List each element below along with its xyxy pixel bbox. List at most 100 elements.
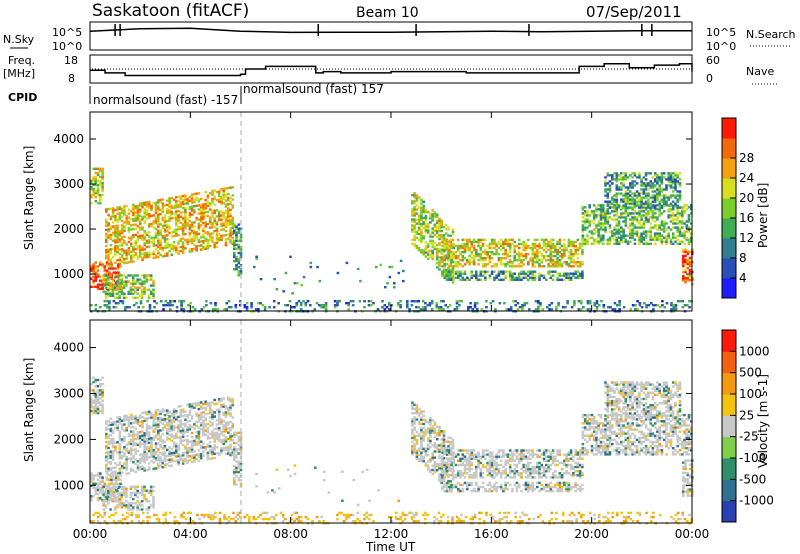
velocity-cell [138, 414, 142, 417]
power-cell [459, 259, 462, 262]
velocity-cell [197, 436, 201, 440]
velocity-cell [147, 427, 151, 430]
power-cell [111, 286, 115, 289]
power-cell [125, 251, 128, 254]
power-cell [206, 222, 210, 226]
power-cell [638, 222, 641, 225]
power-cell [455, 306, 459, 309]
power-cell [454, 276, 458, 279]
velocity-cell [111, 500, 115, 503]
power-cell [611, 234, 614, 237]
power-cell [569, 248, 573, 252]
velocity-cell [147, 462, 151, 465]
power-cell [104, 278, 108, 281]
power-cell [215, 245, 219, 248]
velocity-cell [131, 506, 135, 509]
power-cell [685, 224, 689, 227]
velocity-cell [141, 465, 144, 468]
power-cell [104, 294, 108, 297]
power-cell [150, 204, 153, 207]
power-cell [304, 304, 308, 307]
power-cell [617, 236, 621, 239]
power-cell [547, 242, 550, 246]
power-cell [206, 210, 210, 214]
power-cell [490, 250, 494, 254]
power-cell [660, 194, 664, 197]
power-cell [608, 180, 612, 183]
power-cell [104, 286, 108, 289]
velocity-cell [202, 454, 205, 457]
power-cell [147, 294, 151, 297]
velocity-cell [109, 489, 112, 493]
power-cell [626, 194, 630, 197]
velocity-cell [134, 491, 137, 495]
power-cell [190, 221, 194, 224]
power-cell [624, 178, 628, 181]
power-cell [592, 222, 596, 225]
power-cell [107, 234, 110, 237]
power-cell [263, 306, 267, 309]
power-cell [586, 300, 590, 303]
velocity-cell [114, 472, 117, 475]
velocity-cell [118, 461, 122, 464]
velocity-cell [215, 408, 219, 412]
velocity-cell [94, 482, 98, 485]
power-cell [231, 224, 235, 227]
power-cell [569, 259, 573, 262]
power-cell [122, 286, 126, 289]
power-cell [690, 206, 693, 209]
velocity-cell [193, 423, 196, 426]
power-cell [452, 265, 456, 268]
power-cell [449, 273, 452, 276]
power-cell [217, 216, 221, 220]
power-cell [172, 212, 176, 215]
power-cell [154, 244, 158, 247]
power-cell [430, 300, 434, 303]
power-cell [92, 179, 95, 183]
power-cell [682, 275, 685, 278]
power-cell [624, 190, 628, 193]
power-cell [193, 233, 196, 236]
velocity-cell [154, 459, 158, 462]
power-cell [215, 227, 219, 230]
velocity-cell [208, 449, 212, 452]
power-cell [426, 304, 429, 307]
power-cell [523, 304, 526, 307]
velocity-cell [172, 420, 176, 423]
power-cell [422, 210, 425, 214]
velocity-cell [143, 469, 146, 472]
power-cell [424, 308, 427, 311]
power-cell [125, 214, 128, 218]
velocity-cell [110, 480, 113, 483]
power-cell [533, 270, 537, 273]
power-cell [660, 238, 664, 241]
velocity-cell [217, 416, 221, 419]
power-cell [457, 257, 460, 260]
power-cell [690, 208, 693, 211]
power-cell [143, 256, 146, 259]
power-cell [157, 201, 160, 204]
power-cell [656, 208, 659, 211]
power-cell [433, 211, 437, 214]
velocity-cell [168, 429, 171, 433]
power-cell [447, 265, 451, 268]
power-cell [447, 266, 450, 270]
power-cell [631, 234, 634, 237]
power-cell [147, 200, 151, 204]
power-cell [109, 215, 113, 219]
power-cell [424, 241, 428, 244]
power-cell [581, 236, 585, 239]
power-cell [545, 238, 548, 242]
power-cell [683, 210, 686, 213]
velocity-cell [111, 456, 115, 459]
power-cell [486, 250, 489, 254]
power-cell [94, 171, 98, 175]
velocity-cell [105, 422, 108, 425]
power-cell [429, 253, 432, 256]
power-cell [662, 220, 666, 223]
power-cell [606, 242, 610, 245]
power-cell [477, 242, 480, 246]
power-cell [652, 308, 655, 311]
power-cell [514, 300, 517, 303]
